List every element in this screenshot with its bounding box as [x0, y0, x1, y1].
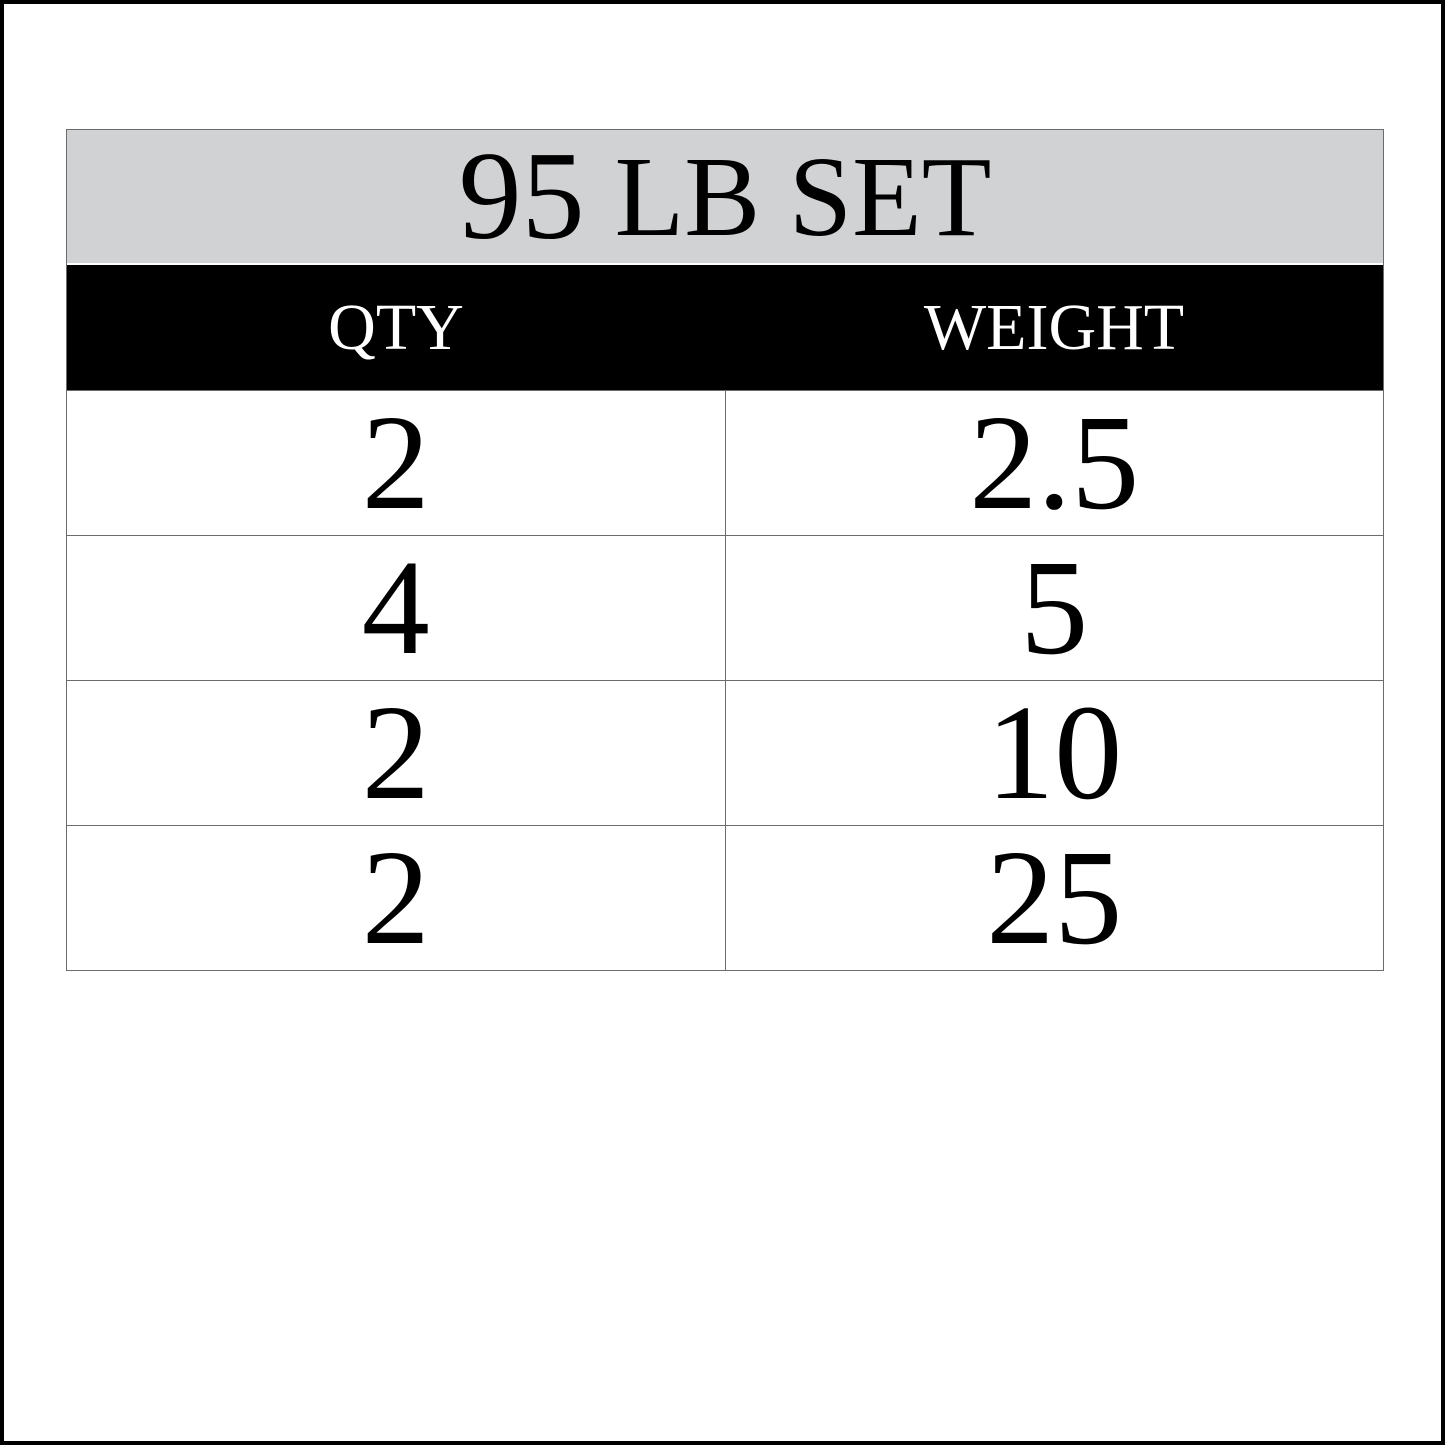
table-row: 2 25	[67, 823, 1383, 973]
column-header-weight: WEIGHT	[923, 290, 1185, 364]
set-weight-unit: LB SET	[614, 132, 992, 260]
qty-cell: 2	[67, 388, 726, 538]
qty-cell: 2	[67, 823, 726, 973]
weight-cell: 5	[1020, 533, 1089, 683]
weight-cell: 10	[986, 678, 1123, 828]
table-header: QTY WEIGHT	[67, 265, 1383, 390]
table-row: 2 10	[67, 678, 1383, 828]
table-row: 2 2.5	[67, 388, 1383, 538]
weight-cell: 25	[986, 823, 1123, 973]
table-title: 95 LB SET	[67, 130, 1383, 265]
column-header-qty: QTY	[328, 290, 464, 364]
qty-cell: 2	[67, 678, 726, 828]
weight-cell: 2.5	[969, 388, 1140, 538]
table-row: 4 5	[67, 533, 1383, 683]
set-weight-number: 95	[458, 126, 585, 266]
weight-set-table: 95 LB SET QTY WEIGHT 2 2.5 4 5 2 10 2 25	[66, 129, 1384, 973]
qty-cell: 4	[67, 533, 726, 683]
